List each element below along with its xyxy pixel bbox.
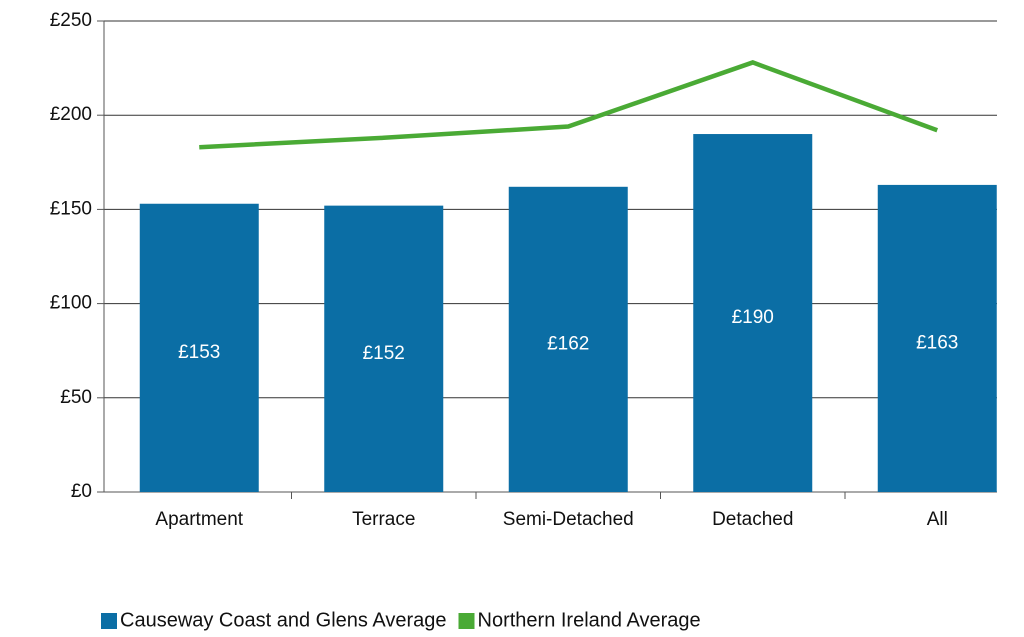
bar xyxy=(877,184,997,492)
legend-label: Northern Ireland Average xyxy=(478,609,701,631)
legend-swatch xyxy=(101,613,117,629)
y-tick-label: £250 xyxy=(50,10,92,31)
legend-label: Causeway Coast and Glens Average xyxy=(120,609,447,631)
y-tick-label: £150 xyxy=(50,198,92,219)
line xyxy=(199,60,939,150)
bar xyxy=(693,134,813,493)
x-tick-label: Detached xyxy=(712,509,793,530)
y-tick-label: £100 xyxy=(50,293,92,314)
legend-swatch xyxy=(458,613,475,629)
data-label: £152 xyxy=(363,343,405,364)
data-label: £162 xyxy=(547,333,589,354)
x-tick-label: Apartment xyxy=(155,509,243,530)
bar xyxy=(139,203,259,493)
data-label: £153 xyxy=(178,342,220,363)
y-tick-label: £200 xyxy=(50,104,92,125)
y-tick-label: £0 xyxy=(71,481,92,502)
y-tick-label: £50 xyxy=(60,387,92,408)
bar xyxy=(324,205,444,492)
x-tick-label: Semi-Detached xyxy=(503,509,634,530)
x-tick-label: All xyxy=(927,509,948,530)
data-label: £163 xyxy=(916,332,958,353)
data-label: £190 xyxy=(732,307,774,328)
bar xyxy=(508,186,628,493)
x-tick-label: Terrace xyxy=(352,509,415,530)
